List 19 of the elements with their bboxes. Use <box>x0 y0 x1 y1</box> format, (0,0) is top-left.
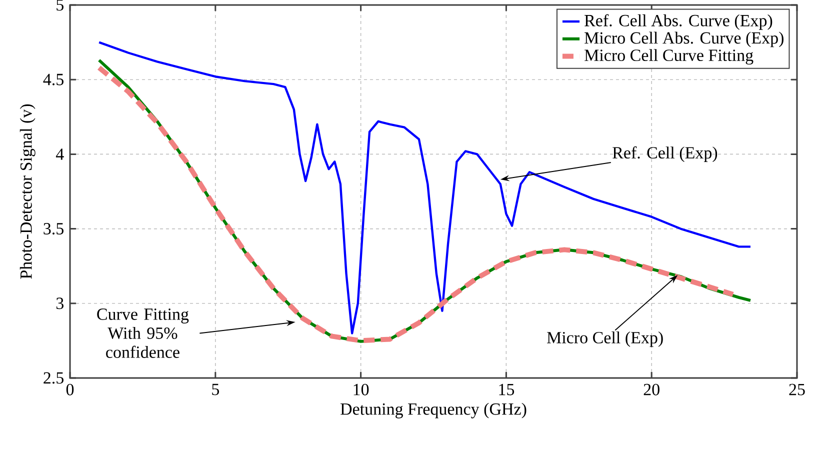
y-axis-title: Photo-Detector Signal (v) <box>20 104 36 279</box>
legend-label: Micro Cell Abs. Curve (Exp) <box>584 32 784 48</box>
x-tick-label: 15 <box>499 384 514 396</box>
legend-label: Micro Cell Curve Fitting <box>584 49 754 65</box>
x-tick-label: 5 <box>212 384 219 396</box>
x-tick-label: 10 <box>354 384 369 396</box>
y-tick-label: 2.5 <box>44 372 64 384</box>
y-tick-label: 4 <box>56 148 64 160</box>
annotation: Micro Cell (Exp) <box>547 331 663 347</box>
y-tick-label: 3 <box>56 298 64 310</box>
annotation: Curve Fitting With 95% confidence <box>97 308 189 358</box>
x-tick-label: 0 <box>66 384 74 396</box>
y-tick-label: 4.5 <box>43 74 64 86</box>
x-tick-label: 20 <box>644 384 660 396</box>
legend-label: Ref. Cell Abs. Curve (Exp) <box>584 14 772 30</box>
annotation: Ref. Cell (Exp) <box>612 146 718 162</box>
x-tick-label: 25 <box>789 384 805 396</box>
y-tick-label: 3.5 <box>44 223 64 235</box>
x-axis-title: Detuning Frequency (GHz) <box>340 402 526 418</box>
